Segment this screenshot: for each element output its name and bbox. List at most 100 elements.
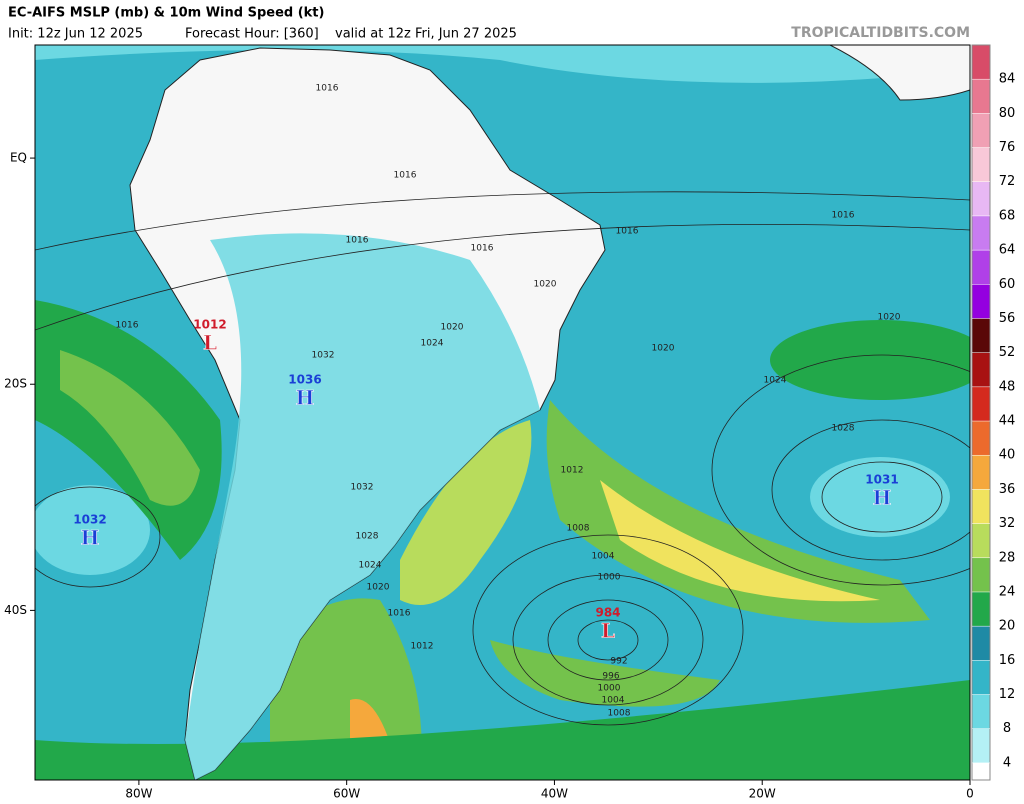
wind-area: [60, 350, 200, 506]
colorbar-label: 44: [999, 414, 1016, 429]
colorbar-label: 60: [999, 277, 1016, 292]
isobar-label: 1016: [616, 227, 639, 237]
colorbar-label: 76: [999, 140, 1016, 155]
isobar-label: 1016: [316, 84, 339, 94]
colorbar-label: 16: [999, 653, 1016, 668]
isobar-label: 1008: [608, 709, 631, 719]
isobar-label: 992: [610, 657, 627, 667]
colorbar-label: 20: [999, 619, 1016, 634]
colorbar-segment: [972, 215, 990, 251]
y-tick-label: 20S: [4, 377, 27, 391]
isobar-label: 1000: [598, 573, 621, 583]
colorbar-segment: [972, 113, 990, 148]
map-area: [35, 45, 970, 780]
colorbar-label: 24: [999, 584, 1016, 599]
pressure-center-value: 1012: [193, 318, 226, 332]
colorbar-label: 64: [999, 243, 1016, 258]
wind-area: [810, 457, 950, 537]
map-frame: [34, 44, 971, 781]
colorbar-segment: [972, 523, 990, 558]
site-credit: TROPICALTIDBITS.COM: [791, 25, 970, 41]
x-tick-label: 40W: [541, 787, 568, 801]
isobar-label: 1016: [388, 609, 411, 619]
colorbar-segment: [972, 591, 990, 627]
colorbar-segment: [972, 352, 990, 387]
colorbar-segment: [972, 557, 990, 592]
colorbar-segment: [972, 45, 990, 80]
colorbar-segment: [972, 694, 990, 729]
isobar-label: 1020: [652, 344, 675, 354]
pressure-center-value: 1036: [288, 373, 321, 387]
forecast-hour: Forecast Hour: [360]: [185, 27, 319, 42]
isobar-label: 1020: [878, 313, 901, 323]
colorbar-label: 32: [999, 516, 1016, 531]
pressure-center-value: 984: [595, 606, 620, 620]
title: EC-AIFS MSLP (mb) & 10m Wind Speed (kt): [8, 6, 324, 21]
colorbar-segment: [972, 728, 990, 763]
colorbar-label: 84: [999, 72, 1016, 87]
colorbar-label: 28: [999, 550, 1016, 565]
isobar-label: 1020: [534, 280, 557, 290]
isobar-label: 1004: [602, 696, 625, 706]
x-tick-label: 20W: [749, 787, 776, 801]
colorbar-label: 36: [999, 482, 1016, 497]
colorbar-segment: [972, 455, 990, 490]
isobar-label: 1032: [312, 351, 335, 361]
isobar-label: 1008: [567, 524, 590, 534]
isobar-label: 1016: [471, 244, 494, 254]
x-tick-label: 80W: [125, 787, 152, 801]
isobar-label: 1032: [351, 483, 374, 493]
isobar-label: 1016: [394, 171, 417, 181]
colorbar-segment: [972, 284, 990, 319]
isobars: [35, 191, 970, 726]
x-tick-label: 60W: [333, 787, 360, 801]
isobar-label: 1020: [441, 323, 464, 333]
colorbar-label: 48: [999, 379, 1016, 394]
wind-area: [770, 320, 970, 400]
colorbar-label: 68: [999, 208, 1016, 223]
pressure-center-letter: H: [296, 386, 315, 410]
isobar-label: 1012: [561, 466, 584, 476]
wind-area: [35, 680, 970, 780]
colorbar-segment: [972, 250, 990, 285]
colorbar-label: 8: [1003, 721, 1011, 736]
colorbar-segment: [972, 660, 990, 695]
colorbar-label: 12: [999, 687, 1016, 702]
isobar-label: 1028: [832, 424, 855, 434]
colorbar-segment: [972, 181, 990, 216]
colorbar-label: 72: [999, 174, 1016, 189]
pressure-center-letter: H: [873, 486, 892, 510]
isobar-label: 1012: [411, 642, 434, 652]
isobar-label: 1024: [421, 339, 444, 349]
isobar-label: 1000: [598, 684, 621, 694]
wind-area: [546, 400, 930, 623]
init-time: Init: 12z Jun 12 2025: [8, 27, 143, 42]
colorbar-segment: [972, 79, 990, 114]
wind-area: [35, 45, 970, 83]
colorbar-segment: [972, 147, 990, 182]
colorbar-segment: [972, 421, 990, 456]
isobar-label: 996: [602, 672, 619, 682]
pressure-center-value: 1032: [73, 513, 106, 527]
colorbar-segment: [972, 489, 990, 524]
pressure-center-letter: L: [203, 331, 217, 355]
colorbar-label: 40: [999, 448, 1016, 463]
africa: [829, 45, 970, 101]
wind-area: [600, 480, 880, 602]
pressure-center-value: 1031: [865, 473, 898, 487]
isobar-label: 1024: [764, 376, 787, 386]
isobar-label: 1028: [356, 532, 379, 542]
y-tick-label: 40S: [4, 603, 27, 617]
isobar-label: 1004: [592, 552, 615, 562]
colorbar-segment: [972, 626, 990, 661]
isobar-label: 1016: [346, 236, 369, 246]
y-tick-label: EQ: [10, 151, 27, 165]
pressure-center-letter: H: [81, 526, 100, 550]
isobar-label: 1024: [359, 561, 382, 571]
colorbar-segment: [972, 386, 990, 422]
colorbar-segment: [972, 318, 990, 353]
colorbar-segment: [972, 762, 990, 780]
isobar-label: 1016: [832, 211, 855, 221]
